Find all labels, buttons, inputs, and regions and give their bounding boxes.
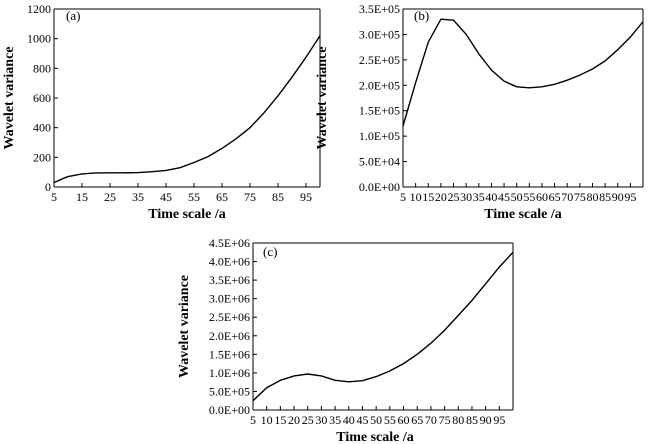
y-axis-title: Wavelet variance — [315, 46, 330, 149]
chart-panel-3: 0.0E+00 5.0E+05 1.0E+06 1.5E+06 2.0E+06 2.5E+… — [177, 236, 514, 444]
x-tick-label: 95 — [493, 413, 505, 427]
x-tick-label: 85 — [466, 413, 478, 427]
y-tick-label: 2.5E+06 — [209, 310, 250, 324]
x-tick-label: 55 — [188, 190, 200, 204]
y-tick-label: 2.5E+05 — [359, 53, 400, 67]
y-tick-label: 800 — [33, 61, 51, 75]
y-tick-label: 3.5E+06 — [209, 273, 250, 287]
x-tick-label: 30 — [460, 190, 472, 204]
x-tick-label: 95 — [300, 190, 312, 204]
x-tick-label: 45 — [356, 413, 368, 427]
x-tick-label: 50 — [370, 413, 382, 427]
x-tick-label: 65 — [216, 190, 228, 204]
x-tick-label: 15 — [274, 413, 286, 427]
x-tick-label: 50 — [511, 190, 523, 204]
y-axis-title: Wavelet variance — [177, 275, 192, 378]
x-tick-label: 15 — [76, 190, 88, 204]
x-tick-label: 45 — [498, 190, 510, 204]
panel-label: (c) — [263, 244, 277, 259]
x-tick-label: 60 — [536, 190, 548, 204]
x-tick-label: 85 — [599, 190, 611, 204]
y-tick-label: 3.5E+05 — [359, 2, 400, 16]
x-tick-label: 20 — [435, 190, 447, 204]
x-tick-label: 65 — [411, 413, 423, 427]
x-tick-label: 95 — [624, 190, 636, 204]
x-tick-label: 85 — [272, 190, 284, 204]
panel-label: (a) — [66, 8, 80, 23]
x-tick-label: 10 — [410, 190, 422, 204]
x-tick-label: 80 — [586, 190, 598, 204]
x-tick-label: 40 — [343, 413, 355, 427]
x-axis-title: Time scale /a — [336, 430, 414, 444]
x-tick-label: 65 — [549, 190, 561, 204]
x-tick-label: 70 — [425, 413, 437, 427]
x-tick-label: 75 — [244, 190, 256, 204]
x-tick-label: 30 — [315, 413, 327, 427]
x-tick-label: 25 — [448, 190, 460, 204]
x-tick-label: 40 — [485, 190, 497, 204]
x-axis-title: Time scale /a — [148, 207, 226, 222]
x-tick-label: 55 — [523, 190, 535, 204]
x-tick-label: 75 — [439, 413, 451, 427]
x-tick-label: 15 — [422, 190, 434, 204]
x-tick-label: 45 — [160, 190, 172, 204]
x-tick-label: 35 — [132, 190, 144, 204]
x-tick-label: 10 — [261, 413, 273, 427]
y-tick-label: 2.0E+05 — [359, 78, 400, 92]
y-tick-label: 1000 — [27, 32, 51, 46]
series-line — [402, 18, 644, 127]
y-tick-label: 1.0E+06 — [209, 366, 250, 380]
y-tick-label: 200 — [33, 150, 51, 164]
y-tick-label: 4.0E+06 — [209, 255, 250, 269]
x-tick-label: 55 — [384, 413, 396, 427]
y-tick-label: 2.0E+06 — [209, 329, 250, 343]
y-tick-label: 400 — [33, 121, 51, 135]
y-tick-label: 1.5E+05 — [359, 104, 400, 118]
y-axis-title: Wavelet variance — [2, 46, 17, 149]
x-tick-label: 35 — [473, 190, 485, 204]
x-tick-label: 25 — [104, 190, 116, 204]
x-axis-title: Time scale /a — [484, 207, 562, 222]
x-tick-label: 70 — [561, 190, 573, 204]
x-tick-label: 90 — [480, 413, 492, 427]
x-tick-label: 90 — [612, 190, 624, 204]
x-tick-label: 5 — [400, 190, 406, 204]
y-tick-label: 1.5E+06 — [209, 347, 250, 361]
y-tick-label: 0 — [45, 180, 51, 194]
x-tick-label: 20 — [288, 413, 300, 427]
y-tick-label: 3.0E+06 — [209, 292, 250, 306]
y-tick-label: 1.0E+05 — [359, 129, 400, 143]
y-tick-label: 5.0E+04 — [359, 155, 400, 169]
y-tick-label: 0.0E+00 — [359, 180, 400, 194]
series-line — [252, 251, 514, 402]
chart-panel-1: 0 200 400 600 800 1000 1200 5 15 25 35 45 55 65 75 85 95… — [2, 2, 321, 222]
x-tick-label: 5 — [250, 413, 256, 427]
y-tick-label: 4.5E+06 — [209, 236, 250, 250]
y-tick-label: 1200 — [27, 2, 51, 16]
x-tick-label: 60 — [398, 413, 410, 427]
y-tick-label: 0.0E+00 — [209, 403, 250, 417]
chart-panel-2: 0.0E+00 5.0E+04 1.0E+05 1.5E+05 2.0E+05 2.5E+… — [315, 2, 644, 222]
x-tick-label: 80 — [452, 413, 464, 427]
y-tick-label: 3.0E+05 — [359, 27, 400, 41]
y-tick-label: 5.0E+05 — [209, 384, 250, 398]
x-tick-label: 75 — [574, 190, 586, 204]
series-line — [53, 35, 321, 184]
x-tick-label: 35 — [329, 413, 341, 427]
panel-label: (b) — [414, 8, 429, 23]
x-tick-label: 5 — [51, 190, 57, 204]
y-tick-label: 600 — [33, 91, 51, 105]
x-tick-label: 25 — [302, 413, 314, 427]
